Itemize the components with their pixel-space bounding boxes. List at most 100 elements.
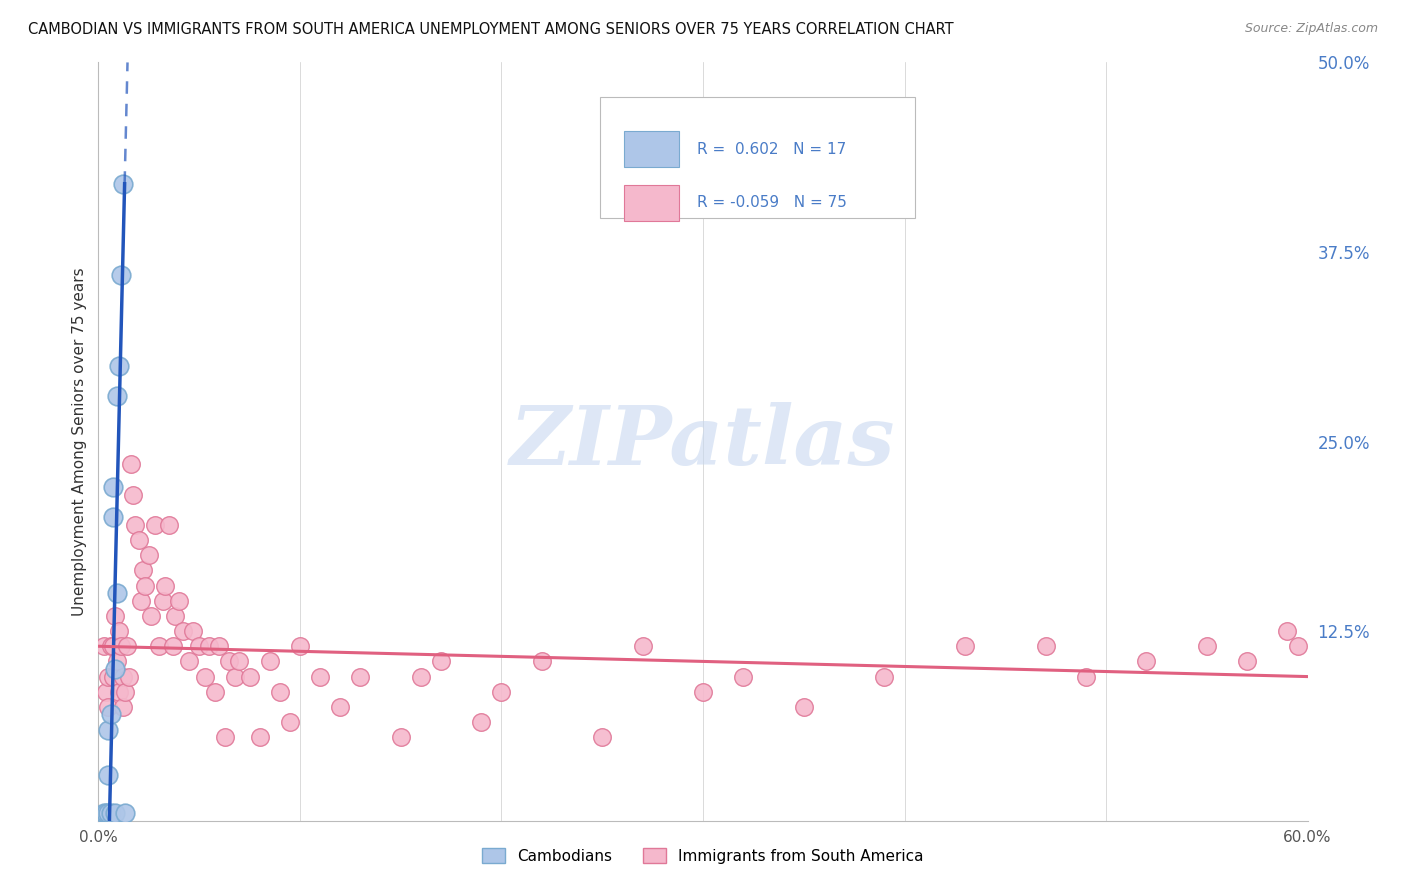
- Point: [198, 639, 221, 653]
- Point: [105, 655, 128, 669]
- Legend: Cambodians, Immigrants from South America: Cambodians, Immigrants from South Americ…: [477, 842, 929, 870]
- Point: [128, 533, 150, 548]
- Point: [101, 669, 124, 683]
- Point: [278, 715, 301, 730]
- Point: [218, 655, 240, 669]
- Point: [114, 806, 136, 821]
- Point: [103, 608, 125, 623]
- Point: [157, 517, 180, 532]
- Point: [120, 458, 142, 472]
- Point: [259, 655, 281, 669]
- Point: [172, 624, 194, 639]
- Point: [1195, 639, 1218, 653]
- Point: [111, 177, 134, 191]
- Text: Source: ZipAtlas.com: Source: ZipAtlas.com: [1244, 22, 1378, 36]
- Point: [179, 655, 201, 669]
- Point: [148, 639, 170, 653]
- Point: [121, 487, 143, 501]
- Point: [208, 639, 231, 653]
- Point: [101, 510, 124, 524]
- Bar: [624, 131, 679, 168]
- Point: [163, 608, 186, 623]
- Point: [100, 707, 122, 722]
- Point: [111, 699, 134, 714]
- Point: [110, 639, 132, 653]
- Point: [139, 608, 162, 623]
- Point: [491, 685, 513, 699]
- Point: [97, 806, 120, 821]
- Point: [329, 699, 352, 714]
- Point: [409, 669, 432, 683]
- Point: [167, 594, 190, 608]
- Point: [1236, 655, 1258, 669]
- Point: [188, 639, 211, 653]
- Point: [1035, 639, 1057, 653]
- Text: CAMBODIAN VS IMMIGRANTS FROM SOUTH AMERICA UNEMPLOYMENT AMONG SENIORS OVER 75 YE: CAMBODIAN VS IMMIGRANTS FROM SOUTH AMERI…: [28, 22, 953, 37]
- Point: [530, 655, 553, 669]
- Point: [309, 669, 332, 683]
- Point: [143, 517, 166, 532]
- Point: [111, 669, 134, 683]
- Bar: [624, 185, 679, 221]
- Y-axis label: Unemployment Among Seniors over 75 years: Unemployment Among Seniors over 75 years: [72, 268, 87, 615]
- Point: [105, 389, 128, 403]
- Point: [1286, 639, 1309, 653]
- Point: [97, 669, 120, 683]
- Point: [249, 730, 271, 744]
- Point: [153, 579, 176, 593]
- Point: [101, 639, 124, 653]
- Point: [100, 639, 122, 653]
- Point: [97, 699, 120, 714]
- Point: [115, 639, 138, 653]
- Point: [733, 669, 755, 683]
- Point: [228, 655, 250, 669]
- Point: [107, 359, 129, 373]
- Point: [953, 639, 976, 653]
- Point: [101, 480, 124, 494]
- Point: [152, 594, 174, 608]
- Point: [96, 806, 118, 821]
- Point: [97, 723, 120, 737]
- Point: [1074, 669, 1097, 683]
- Point: [129, 594, 152, 608]
- Point: [430, 655, 453, 669]
- Point: [288, 639, 311, 653]
- Point: [1277, 624, 1299, 639]
- Point: [591, 730, 613, 744]
- Point: [100, 806, 122, 821]
- Point: [389, 730, 412, 744]
- Point: [204, 685, 226, 699]
- Point: [631, 639, 654, 653]
- Point: [793, 699, 815, 714]
- Point: [873, 669, 896, 683]
- Point: [470, 715, 492, 730]
- Point: [181, 624, 204, 639]
- Text: R =  0.602   N = 17: R = 0.602 N = 17: [697, 142, 846, 157]
- Point: [134, 579, 156, 593]
- Text: ZIPatlas: ZIPatlas: [510, 401, 896, 482]
- Point: [107, 624, 129, 639]
- Point: [1135, 655, 1157, 669]
- Point: [114, 685, 136, 699]
- Point: [138, 548, 160, 563]
- Point: [110, 268, 132, 282]
- Point: [132, 564, 155, 578]
- Point: [93, 806, 115, 821]
- Point: [93, 639, 115, 653]
- Point: [692, 685, 714, 699]
- Point: [97, 768, 120, 782]
- Point: [269, 685, 291, 699]
- Point: [214, 730, 236, 744]
- Point: [224, 669, 246, 683]
- Point: [239, 669, 262, 683]
- Point: [103, 806, 125, 821]
- Point: [124, 517, 146, 532]
- Point: [103, 662, 125, 676]
- Point: [105, 586, 128, 600]
- Point: [349, 669, 371, 683]
- Text: R = -0.059   N = 75: R = -0.059 N = 75: [697, 195, 846, 211]
- Point: [118, 669, 141, 683]
- Point: [96, 685, 118, 699]
- Point: [194, 669, 217, 683]
- FancyBboxPatch shape: [600, 96, 915, 218]
